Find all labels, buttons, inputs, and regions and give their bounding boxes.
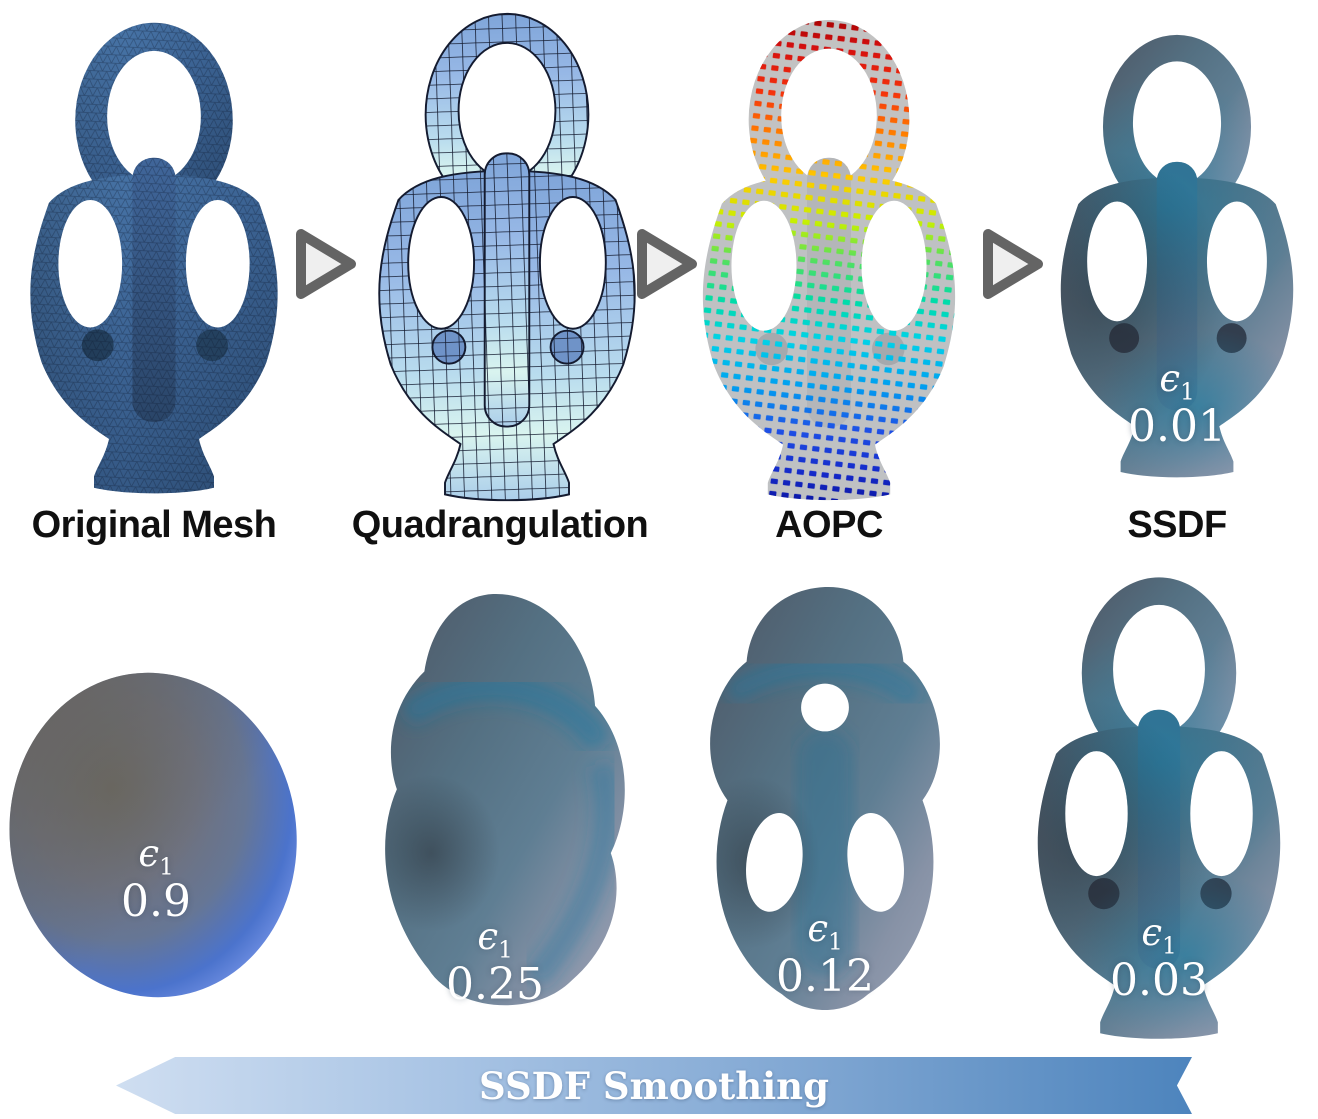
panel-original-mesh <box>4 10 304 508</box>
smoothed-amphora-render <box>1037 577 1281 1039</box>
triangle-mesh-texture <box>30 22 278 494</box>
rainbow-point-overlay <box>702 20 956 501</box>
panel-ssdf: ϵ1 0.01 <box>1036 12 1318 502</box>
pipeline-arrow-icon <box>637 229 697 299</box>
hole-right-arch <box>847 812 904 912</box>
smoothed-blob-render <box>385 593 625 1006</box>
blob-shading <box>385 675 620 989</box>
hole-left-arch <box>746 812 803 912</box>
quadrangulation-render <box>378 12 636 502</box>
panel-smoothed-eps-0-25: ϵ1 0.25 <box>338 566 652 1042</box>
pipeline-arrow-icon <box>296 229 356 299</box>
pipeline-arrow-icon <box>983 229 1043 299</box>
smoothed-amphora-render <box>710 586 940 1011</box>
egg-shading <box>6 665 306 1005</box>
ssdf-smoothing-banner smoothing-direction-arrow: SSDF Smoothing <box>116 1057 1192 1114</box>
panel-aopc <box>676 0 982 522</box>
banner-label: SSDF Smoothing <box>479 1063 829 1108</box>
panel-smoothed-eps-0-03: ϵ1 0.03 <box>1000 570 1318 1048</box>
original-mesh-render <box>30 22 278 494</box>
aopc-point-cloud-render <box>702 20 956 501</box>
smoothed-egg-render <box>6 665 306 1005</box>
hole-top <box>801 683 849 732</box>
quad-grid-texture <box>379 13 635 501</box>
stage-label-aopc: AOPC <box>775 504 883 546</box>
stage-label-original-mesh: Original Mesh <box>31 504 277 546</box>
panel-smoothed-eps-0-12: ϵ1 0.12 <box>664 566 986 1044</box>
stage-label-quadrangulation: Quadrangulation <box>351 504 649 546</box>
panel-quadrangulation <box>352 6 662 510</box>
ssdf-render <box>1060 34 1294 478</box>
panel-smoothed-eps-0-9: ϵ1 0.9 <box>6 664 306 1006</box>
stage-label-ssdf: SSDF <box>1127 504 1227 546</box>
